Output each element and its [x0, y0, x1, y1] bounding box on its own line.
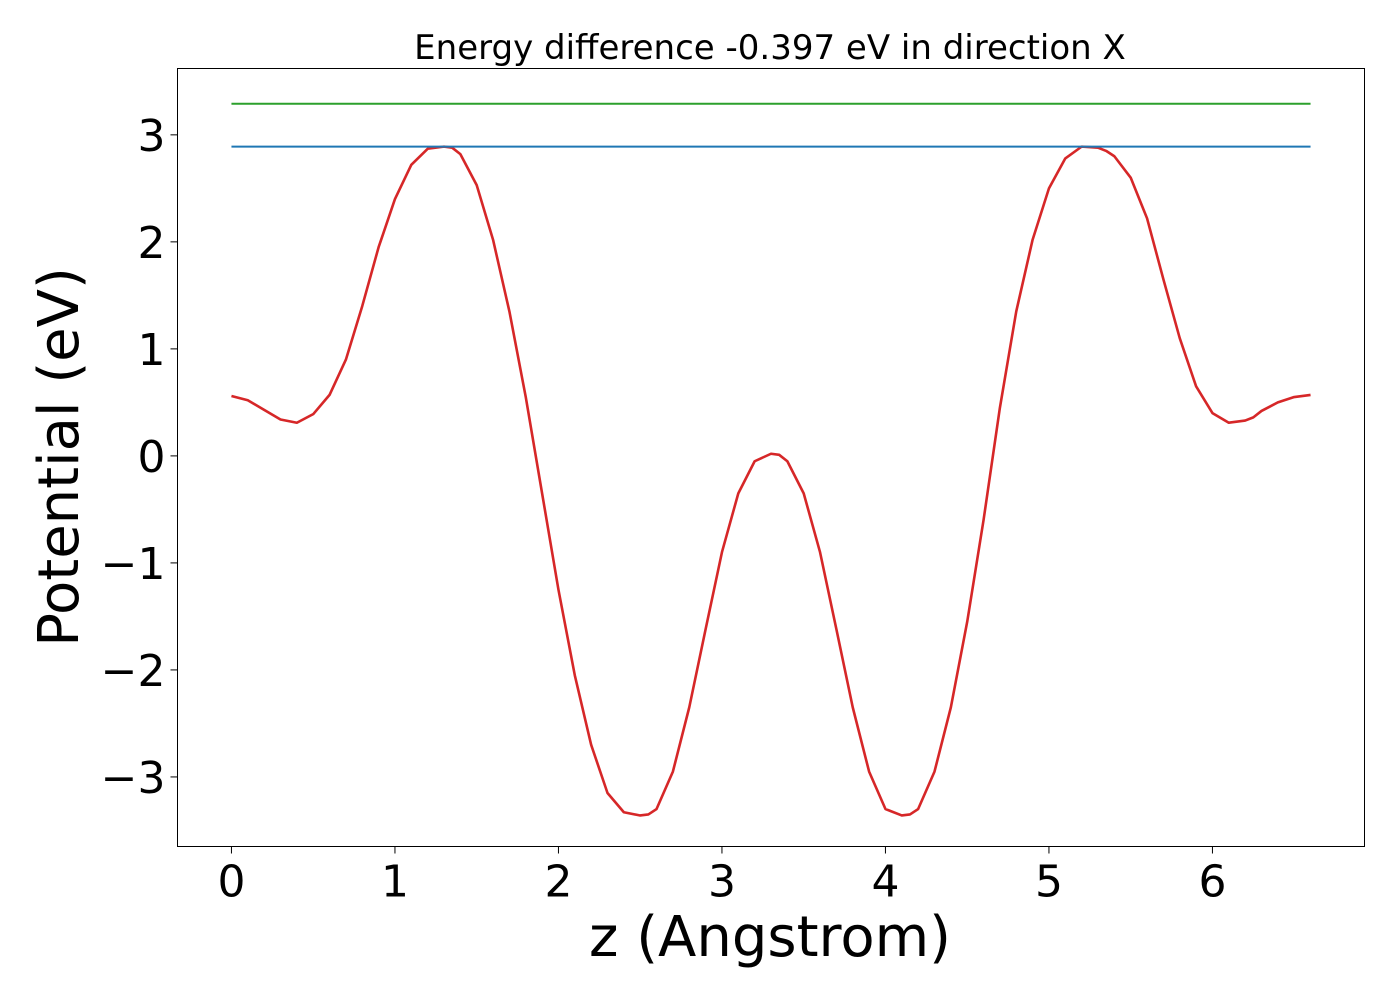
- y-axis-label: Potential (eV): [27, 267, 92, 647]
- x-tick-label: 6: [1198, 857, 1226, 908]
- x-tick-label: 1: [381, 857, 409, 908]
- series-line-0: [231, 145, 1311, 817]
- y-tick-label: 2: [138, 218, 166, 269]
- x-axis: 0 1 2 3 4 5 6: [217, 846, 1226, 908]
- x-tick-label: 3: [708, 857, 736, 908]
- y-tick-label: 3: [138, 111, 166, 162]
- plot-area: [231, 102, 1311, 817]
- y-tick-label: 0: [138, 432, 166, 483]
- x-tick-label: 4: [871, 857, 899, 908]
- x-tick-label: 0: [217, 857, 245, 908]
- y-tick-label: −2: [101, 646, 166, 697]
- y-tick-label: 1: [138, 325, 166, 376]
- plot-frame: [177, 68, 1365, 847]
- x-tick-label: 5: [1035, 857, 1063, 908]
- y-axis: −3 −2 −1 0 1 2 3: [101, 111, 178, 804]
- y-tick-label: −3: [101, 753, 166, 804]
- y-tick-label: −1: [101, 539, 166, 590]
- x-axis-label: z (Angstrom): [589, 905, 951, 970]
- x-tick-label: 2: [544, 857, 572, 908]
- chart-title: Energy difference -0.397 eV in direction…: [414, 28, 1126, 68]
